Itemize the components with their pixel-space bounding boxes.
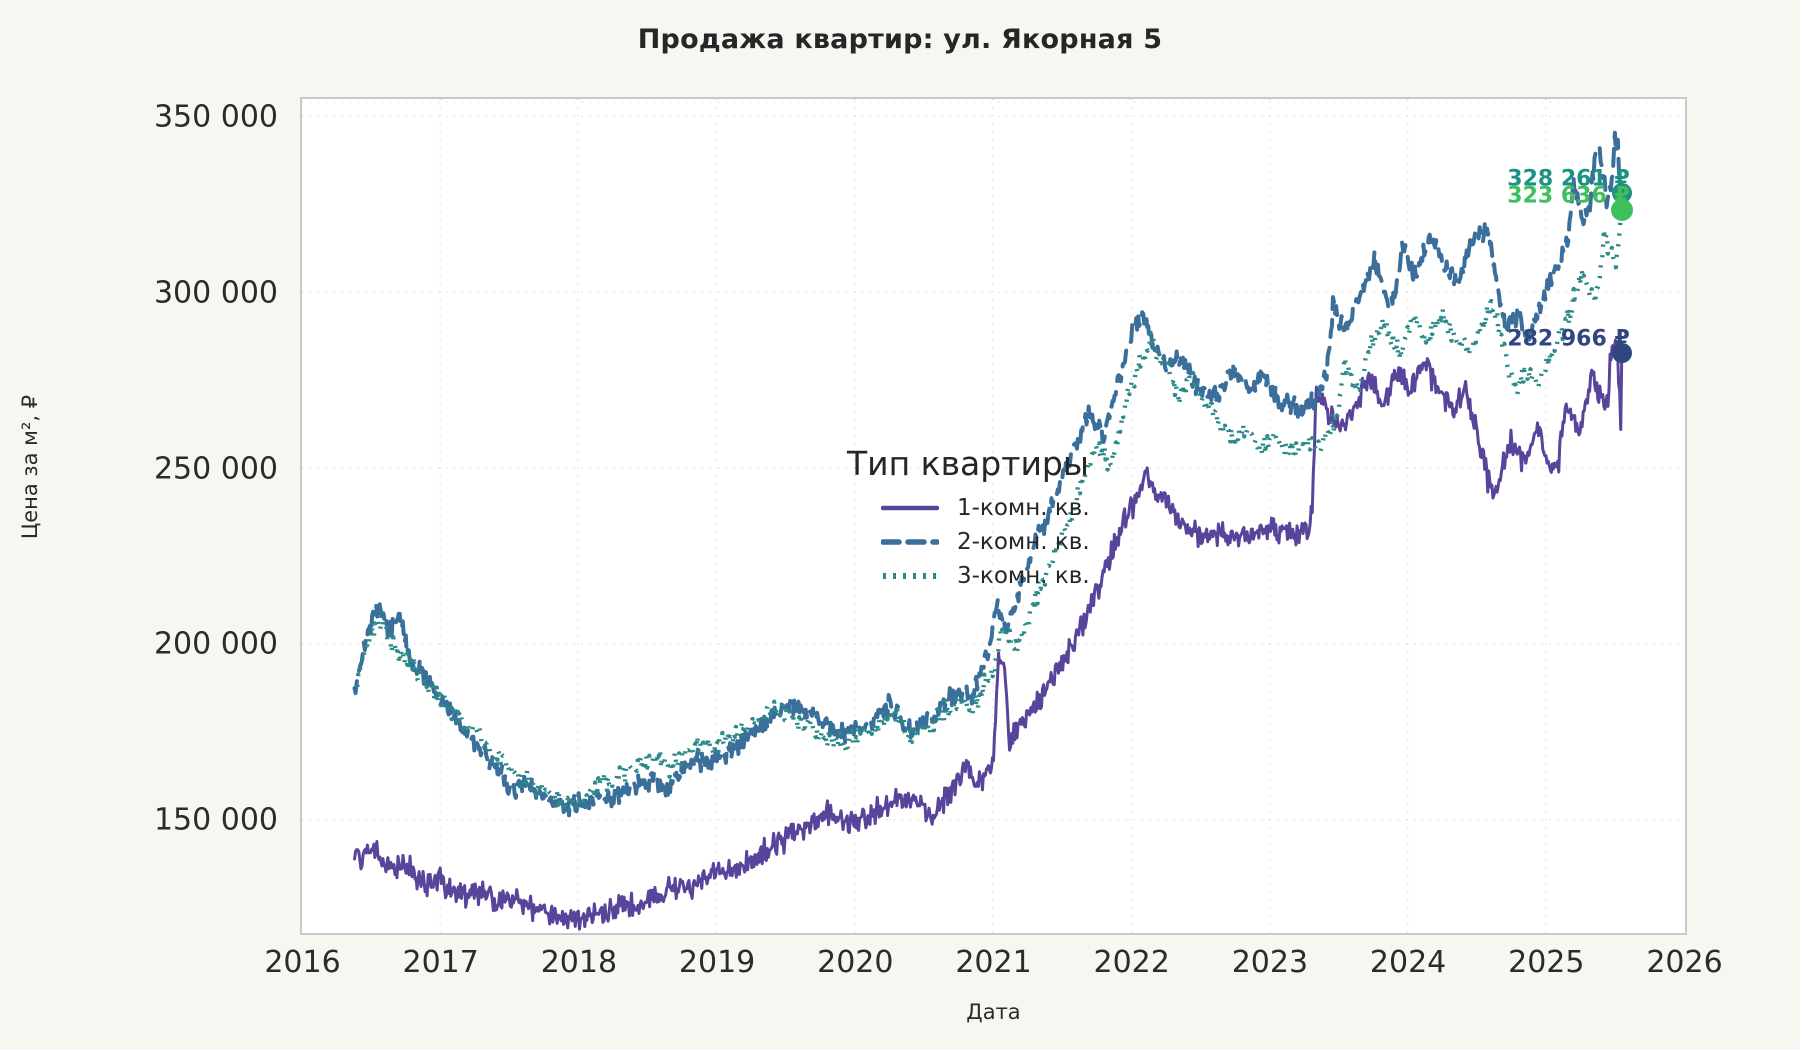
- legend-swatch-2-room: [881, 533, 939, 551]
- series-line: [355, 208, 1624, 810]
- legend-label: 1-комн. кв.: [957, 495, 1090, 521]
- legend-swatch-1-room: [881, 499, 939, 517]
- x-tick-label: 2016: [264, 945, 341, 980]
- value-annotation: 328 261 ₽: [1507, 166, 1630, 192]
- x-tick-label: 2018: [540, 945, 618, 980]
- legend: Тип квартиры 1-комн. кв. 2-комн. кв. 3-ком…: [845, 444, 1145, 593]
- y-tick-label: 250 000: [153, 451, 278, 487]
- x-tick-label: 2019: [678, 945, 756, 980]
- legend-entries: 1-комн. кв. 2-комн. кв. 3-комн. кв.: [845, 491, 1145, 593]
- plot-canvas: [302, 99, 1684, 932]
- series-lines: [352, 130, 1624, 931]
- y-tick-label: 150 000: [153, 802, 278, 838]
- x-tick-label: 2024: [1369, 945, 1447, 980]
- legend-label: 2-комн. кв.: [957, 529, 1090, 555]
- y-axis-label: Цена за м², ₽: [18, 394, 42, 540]
- x-tick-label: 2021: [955, 945, 1032, 980]
- y-tick-label: 200 000: [153, 626, 278, 662]
- legend-title: Тип квартиры: [847, 444, 1089, 483]
- legend-label: 3-комн. кв.: [957, 563, 1090, 589]
- y-tick-label: 350 000: [153, 99, 278, 135]
- endpoint-marker: [1611, 198, 1634, 221]
- x-axis-label: Дата: [966, 1000, 1021, 1024]
- legend-swatch-3-room: [881, 567, 939, 585]
- plot-area: [300, 97, 1687, 935]
- x-axis-tick-labels: 2016 2017 2018 2019 2020 2021 2022 2023 2024 2025…: [264, 945, 1722, 991]
- y-tick-label: 300 000: [153, 275, 278, 311]
- y-axis-tick-labels: 150 000 200 000 250 000 300 000 350 000: [0, 97, 288, 935]
- gridlines: [302, 99, 1684, 932]
- value-annotation: 282 966 ₽: [1507, 326, 1630, 352]
- legend-entry[interactable]: 3-комн. кв.: [845, 559, 1145, 593]
- page-title: Продажа квартир: ул. Якорная 5: [637, 24, 1163, 55]
- x-tick-label: 2025: [1508, 945, 1585, 980]
- value-annotation: 323 636 ₽: [1507, 183, 1630, 209]
- x-tick-label: 2022: [1093, 945, 1170, 980]
- endpoint-marker: [1612, 342, 1633, 363]
- endpoint-marker: [1612, 183, 1633, 204]
- x-tick-label: 2017: [402, 945, 479, 980]
- x-tick-label: 2020: [817, 945, 894, 980]
- x-tick-label: 2023: [1231, 945, 1309, 980]
- series-line: [353, 338, 1624, 931]
- x-tick-label: 2026: [1646, 945, 1723, 980]
- legend-entry[interactable]: 1-комн. кв.: [845, 491, 1145, 525]
- legend-entry[interactable]: 2-комн. кв.: [845, 525, 1145, 559]
